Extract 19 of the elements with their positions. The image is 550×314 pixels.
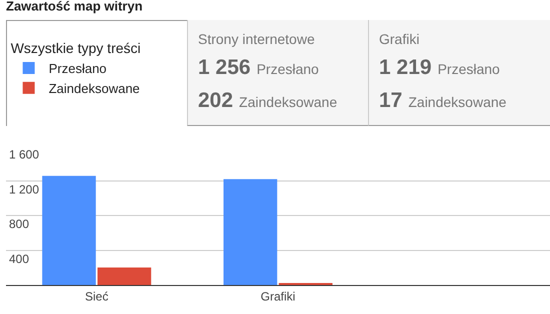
- x-tick-label: Sieć: [85, 289, 108, 304]
- text: Grafiki: [379, 31, 420, 47]
- legend-label: Zaindeksowane: [48, 80, 140, 96]
- legend-title: Wszystkie typy treści: [10, 40, 141, 56]
- y-tick-label: 800: [9, 217, 30, 232]
- text: Zaindeksowane: [239, 94, 338, 110]
- y-tick-label: 1 200: [9, 182, 40, 196]
- text: 1 256: [198, 56, 251, 79]
- chart-title: Zawartość map witryn: [6, 0, 143, 14]
- text: 1 219: [379, 56, 432, 79]
- y-tick-label: 400: [9, 252, 30, 266]
- text: 17: [379, 89, 402, 112]
- y-tick-label: 1 600: [9, 148, 40, 162]
- text: 202: [198, 89, 234, 112]
- legend-label: Przesłano: [48, 61, 107, 76]
- text: Przesłano: [256, 61, 319, 77]
- text: Przesłano: [438, 61, 500, 77]
- text: Strony internetowe: [198, 31, 315, 47]
- text: Zaindeksowane: [408, 94, 506, 110]
